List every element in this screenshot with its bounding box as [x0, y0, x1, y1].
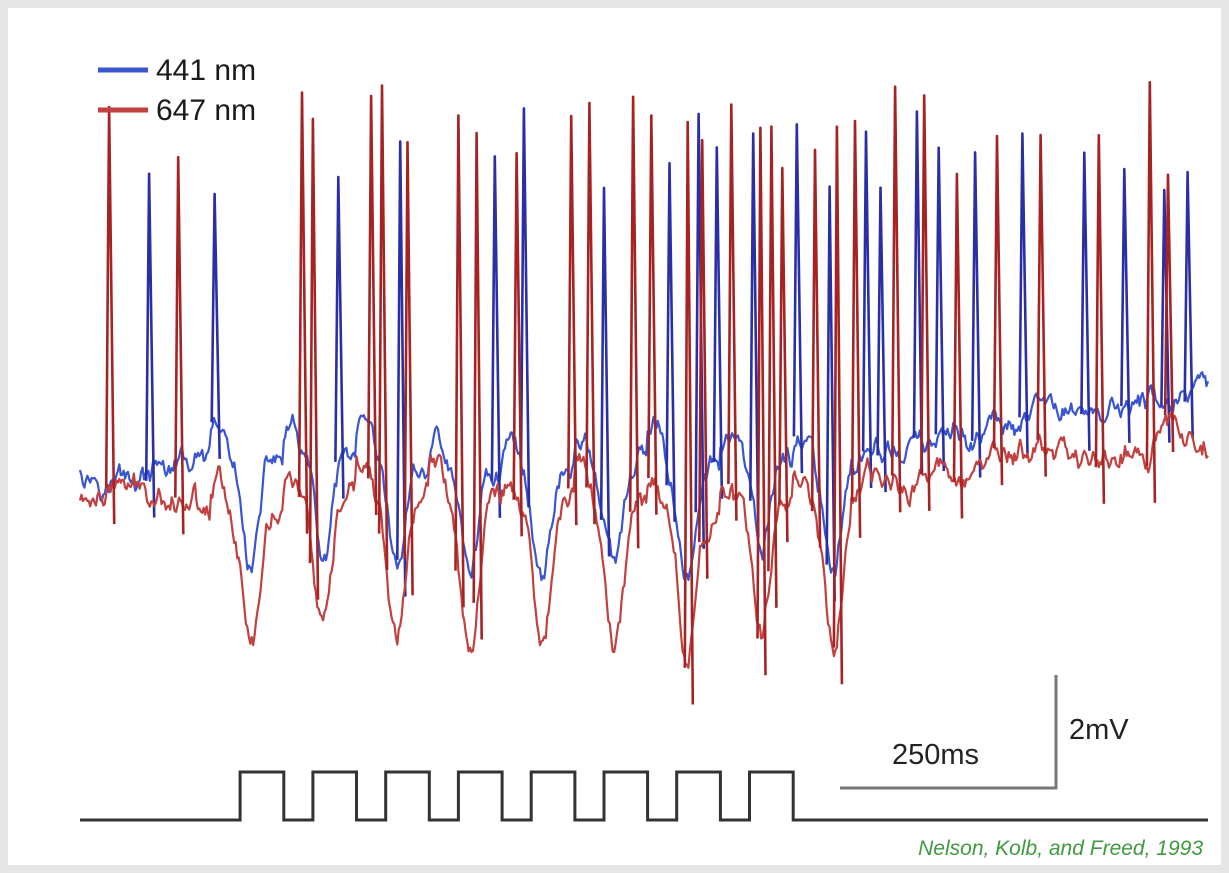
- stimulus-group: [80, 770, 1208, 822]
- spike-1-8: [472, 131, 483, 640]
- spike-1-24: [920, 94, 931, 511]
- spike-0-10: [749, 132, 760, 538]
- spike-0-21: [1160, 188, 1171, 443]
- spike-0-3: [396, 140, 407, 597]
- spike-0-16: [934, 146, 946, 472]
- spike-1-5: [377, 84, 389, 571]
- spike-0-19: [1080, 151, 1091, 451]
- spike-1-27: [1036, 133, 1047, 477]
- spike-1-18: [767, 125, 778, 608]
- spike-0-18: [1018, 132, 1029, 455]
- spike-1-12: [628, 95, 640, 549]
- spike-1-19: [778, 166, 789, 543]
- series-line-1: [78, 412, 1209, 669]
- spike-1-10: [567, 114, 578, 526]
- chart-figure: 441 nm 647 nm 250ms 2mV Nelson, Kolb, an…: [8, 8, 1221, 865]
- scale-bar: 250ms 2mV: [840, 675, 1129, 790]
- spike-0-22: [1183, 170, 1194, 439]
- spike-0-0: [144, 172, 156, 518]
- spike-0-11: [792, 123, 804, 474]
- spike-0-5: [519, 107, 531, 508]
- legend-label-647: 647 nm: [156, 94, 256, 127]
- spike-1-26: [992, 134, 1004, 486]
- spike-1-30: [1163, 173, 1175, 453]
- spike-0-14: [876, 186, 887, 493]
- voltage-scale-label: 2mV: [1069, 714, 1129, 746]
- spike-1-7: [454, 114, 465, 608]
- spike-1-20: [810, 148, 822, 548]
- credit-text: Nelson, Kolb, and Freed, 1993: [918, 837, 1203, 860]
- time-scale-label: 250ms: [892, 739, 979, 771]
- spike-0-9: [712, 146, 724, 499]
- spike-1-28: [1094, 134, 1106, 504]
- series-line-0: [78, 371, 1210, 582]
- stimulus-trace: [80, 770, 1208, 822]
- spike-0-8: [694, 112, 705, 549]
- spike-1-14: [683, 120, 695, 705]
- spike-1-4: [366, 94, 378, 516]
- legend: 441 nm 647 nm: [98, 54, 256, 127]
- spike-1-21: [832, 125, 844, 685]
- spike-0-20: [1120, 167, 1131, 443]
- spike-0-15: [912, 110, 924, 475]
- spike-0-6: [599, 186, 611, 557]
- spike-1-0: [104, 105, 116, 525]
- spike-1-13: [647, 114, 658, 515]
- spike-0-4: [490, 155, 502, 518]
- spike-0-12: [825, 185, 836, 602]
- spike-1-2: [297, 91, 309, 534]
- spike-1-11: [585, 101, 596, 525]
- legend-label-441: 441 nm: [156, 54, 256, 87]
- spike-0-13: [861, 130, 873, 489]
- spike-1-9: [512, 151, 523, 537]
- spike-1-29: [1145, 81, 1157, 503]
- spike-0-2: [334, 175, 345, 499]
- spike-0-1: [210, 192, 221, 459]
- traces-group: [78, 81, 1210, 705]
- spike-1-6: [403, 141, 414, 596]
- scale-bar-lines: [840, 675, 1058, 790]
- spike-1-17: [756, 126, 767, 676]
- spike-0-17: [970, 151, 982, 478]
- spike-1-1: [174, 155, 185, 535]
- spike-0-7: [665, 161, 676, 522]
- spike-1-22: [850, 119, 862, 538]
- chart-svg: 441 nm 647 nm 250ms 2mV Nelson, Kolb, an…: [78, 54, 1210, 860]
- spike-1-16: [727, 103, 738, 521]
- spike-1-23: [890, 85, 902, 513]
- spike-1-15: [698, 138, 709, 579]
- spike-1-3: [308, 117, 320, 600]
- spike-1-25: [952, 172, 964, 519]
